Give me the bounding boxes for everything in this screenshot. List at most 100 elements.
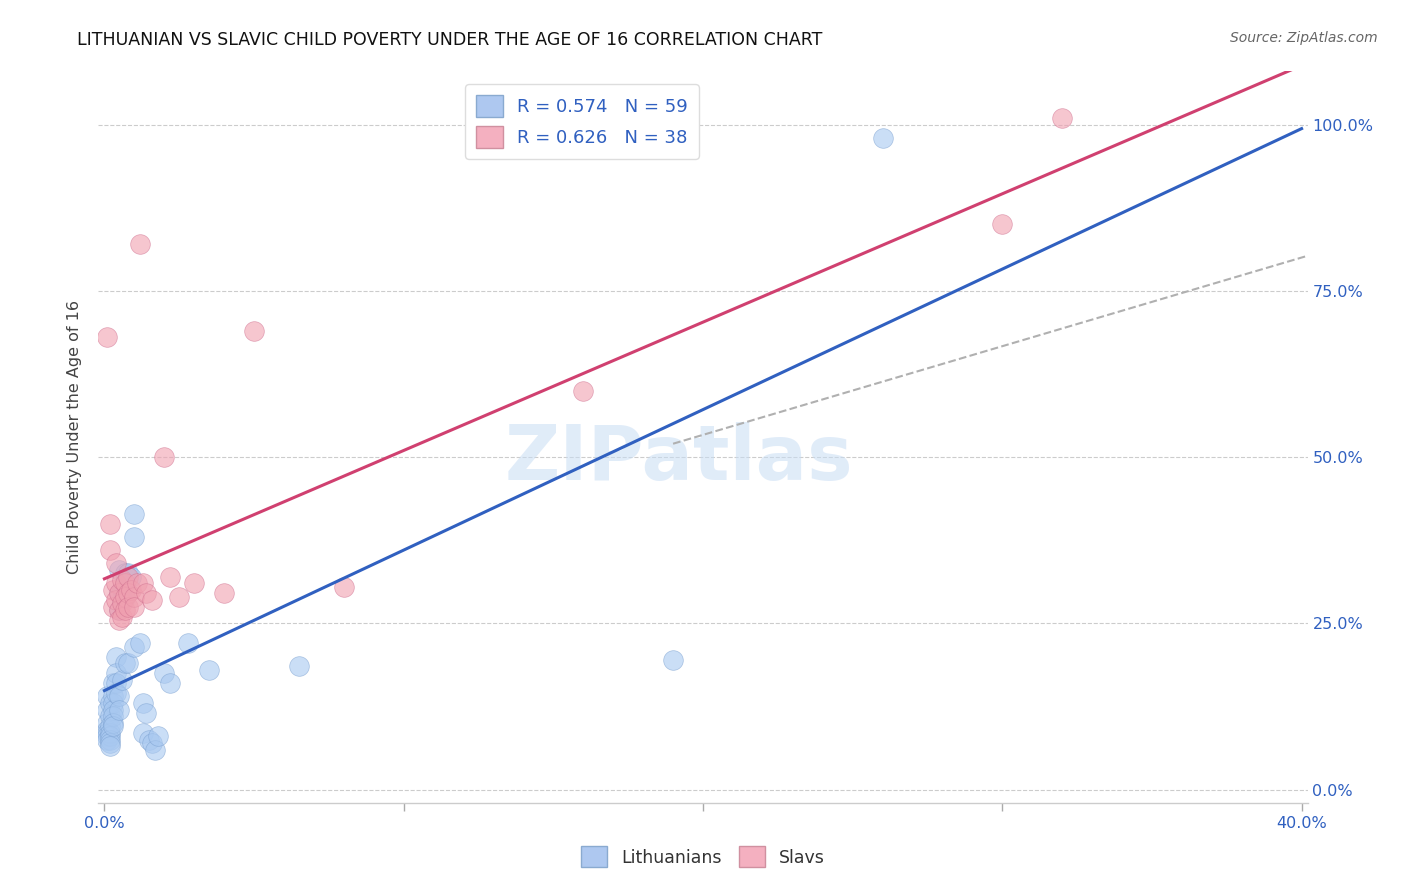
Point [111,596,134,610]
Point [132,576,155,591]
Text: ZIPatlas: ZIPatlas [505,422,853,496]
Point [103,716,125,731]
Point [117,656,139,670]
Point [120,570,142,584]
Point [138,732,160,747]
Point [96,690,118,704]
Point [103,690,125,704]
Point [135,586,157,600]
Point [100,729,122,743]
Point [100,543,122,558]
Point [96,726,118,740]
Legend: R = 0.574   N = 59, R = 0.626   N = 38: R = 0.574 N = 59, R = 0.626 N = 38 [465,84,699,159]
Point [108,603,131,617]
Point [129,636,152,650]
Point [108,690,131,704]
Point [96,716,118,731]
Point [143,742,166,756]
Point [114,576,136,591]
Point [103,676,125,690]
Point [127,576,149,591]
Point [124,530,146,544]
Point [105,649,128,664]
Point [153,450,176,464]
Text: LITHUANIAN VS SLAVIC CHILD POVERTY UNDER THE AGE OF 16 CORRELATION CHART: LITHUANIAN VS SLAVIC CHILD POVERTY UNDER… [77,31,823,49]
Point [103,703,125,717]
Point [108,586,131,600]
Point [114,566,136,581]
Point [114,603,136,617]
Point [288,659,311,673]
Point [124,507,146,521]
Point [183,576,205,591]
Point [198,663,221,677]
Point [117,566,139,581]
Point [105,593,128,607]
Point [135,706,157,720]
Point [124,640,146,654]
Point [105,557,128,571]
Point [108,586,131,600]
Point [108,613,131,627]
Point [100,516,122,531]
Point [132,726,155,740]
Point [148,729,170,743]
Point [1050,111,1073,125]
Point [105,676,128,690]
Point [100,732,122,747]
Point [124,599,146,614]
Point [120,582,142,597]
Point [114,590,136,604]
Point [111,673,134,687]
Point [100,736,122,750]
Point [111,582,134,597]
Point [105,576,128,591]
Text: Source: ZipAtlas.com: Source: ZipAtlas.com [1230,31,1378,45]
Point [100,696,122,710]
Point [96,732,118,747]
Point [117,599,139,614]
Point [129,237,152,252]
Point [114,656,136,670]
Point [108,563,131,577]
Point [105,666,128,681]
Y-axis label: Child Poverty Under the Age of 16: Child Poverty Under the Age of 16 [67,300,83,574]
Point [333,580,356,594]
Legend: Lithuanians, Slavs: Lithuanians, Slavs [574,839,832,874]
Point [105,686,128,700]
Point [662,653,685,667]
Point [159,676,181,690]
Point [100,739,122,754]
Point [111,573,134,587]
Point [103,709,125,723]
Point [96,723,118,737]
Point [96,729,118,743]
Point [96,703,118,717]
Point [212,586,235,600]
Point [117,570,139,584]
Point [141,736,163,750]
Point [111,609,134,624]
Point [243,324,266,338]
Point [159,570,181,584]
Point [103,696,125,710]
Point [108,603,131,617]
Point [132,696,155,710]
Point [103,599,125,614]
Point [108,703,131,717]
Point [114,590,136,604]
Point [103,719,125,733]
Point [100,719,122,733]
Point [872,131,894,145]
Point [124,590,146,604]
Point [96,330,118,344]
Point [103,582,125,597]
Point [100,709,122,723]
Point [111,593,134,607]
Point [100,726,122,740]
Point [141,593,163,607]
Point [167,590,190,604]
Point [991,217,1014,231]
Point [177,636,200,650]
Point [572,384,595,398]
